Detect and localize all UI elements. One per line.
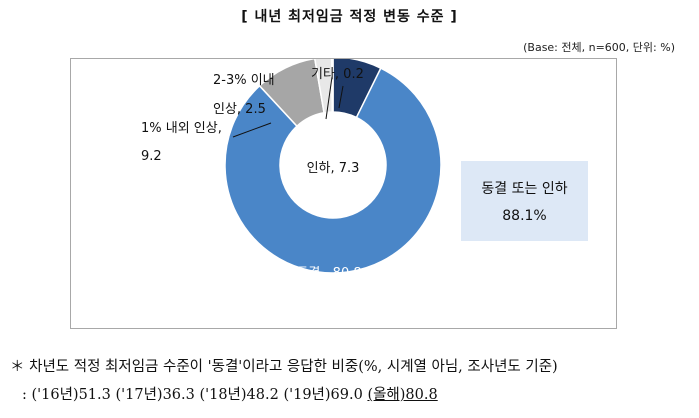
donut-chart: 동결 , 80.8 1% 내외 인상, 9.22-3% 이내 인상, 2.5 기타, 0… — [141, 59, 442, 281]
footnote-line-2: : ('16년)51.3 ('17년)36.3 ('18년)48.2 ('19년… — [22, 383, 438, 404]
leader-line-3 — [325, 76, 333, 120]
slice-1 — [224, 67, 442, 274]
slice-label-3: 2-3% 이내 인상, 2.5 — [213, 73, 275, 117]
callout-value: 88.1% — [502, 208, 547, 224]
slice-label-2: 1% 내외 인상, 9.2 — [141, 121, 222, 164]
footnote-current-year: (올해)80.8 — [367, 387, 438, 403]
slice-label-4: 기타, 0.2 — [311, 67, 364, 82]
slice-label-1: 동결 , 80.8 — [296, 266, 361, 281]
chart-frame: 동결 , 80.8 1% 내외 인상, 9.2 2-3% 이내 인상, 2.5 기타, 0… — [70, 58, 617, 329]
slice-4 — [330, 59, 334, 113]
callout-label: 동결 또는 인하 — [481, 181, 568, 197]
base-note: (Base: 전체, n=600, 단위: %) — [523, 41, 675, 54]
summary-callout: 동결 또는 인하 88.1% — [461, 161, 588, 241]
footnote-series: : ('16년)51.3 ('17년)36.3 ('18년)48.2 ('19년… — [22, 387, 368, 403]
slice-label-5: 인하, 7.3 — [307, 161, 360, 176]
chart-title: [ 내년 최저임금 적정 변동 수준 ] — [241, 9, 458, 25]
footnote-line-1: ＊ 차년도 적정 최저임금 수준이 '동결'이라고 응답한 비중(%, 시계열 … — [10, 359, 558, 375]
leader-line-2 — [232, 122, 272, 138]
slice-2 — [258, 59, 325, 128]
leader-line-4 — [338, 85, 344, 109]
